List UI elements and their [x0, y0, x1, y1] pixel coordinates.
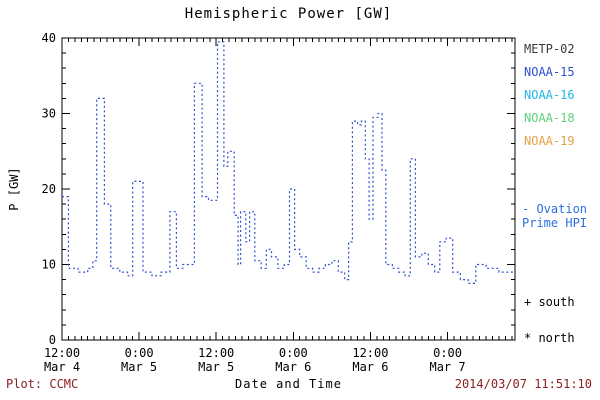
x-tick-time-label: 12:00: [44, 346, 80, 360]
page-title: Hemispheric Power [GW]: [184, 6, 393, 22]
y-tick-label: 30: [42, 107, 56, 121]
legend-south-marker: + south: [524, 295, 575, 309]
x-axis-label: Date and Time: [235, 377, 342, 391]
legend-item: NOAA-15: [524, 65, 575, 79]
y-tick-label: 0: [49, 333, 56, 347]
legend-item: NOAA-16: [524, 88, 575, 102]
legend-ovation-line1: - Ovation: [522, 202, 588, 216]
x-tick-date-label: Mar 5: [121, 360, 157, 374]
x-tick-time-label: 0:00: [433, 346, 462, 360]
legend-satellites: METP-02 NOAA-15 NOAA-16 NOAA-18 NOAA-19: [524, 38, 575, 153]
legend-north-marker: * north: [524, 331, 575, 345]
x-tick-time-label: 12:00: [352, 346, 388, 360]
x-tick-time-label: 0:00: [125, 346, 154, 360]
x-tick-date-label: Mar 7: [429, 360, 465, 374]
x-tick-date-label: Mar 6: [275, 360, 311, 374]
plot-frame: [61, 37, 516, 341]
legend-item: NOAA-18: [524, 111, 575, 125]
y-tick-label: 20: [42, 182, 56, 196]
x-tick-date-label: Mar 5: [198, 360, 234, 374]
y-tick-label: 40: [42, 31, 56, 45]
x-tick-date-label: Mar 6: [352, 360, 388, 374]
legend-ovation-line2: Prime HPI: [522, 216, 588, 230]
y-tick-label: 10: [42, 258, 56, 272]
x-tick-time-label: 0:00: [279, 346, 308, 360]
legend-item: NOAA-19: [524, 134, 575, 148]
x-tick-time-label: 12:00: [198, 346, 234, 360]
x-tick-date-label: Mar 4: [44, 360, 80, 374]
legend-ovation: - Ovation Prime HPI: [522, 202, 587, 230]
timestamp: 2014/03/07 11:51:10: [454, 377, 592, 391]
legend-item: METP-02: [524, 42, 575, 56]
hpi-step-line: [62, 41, 515, 284]
plot-credit: Plot: CCMC: [6, 377, 79, 391]
